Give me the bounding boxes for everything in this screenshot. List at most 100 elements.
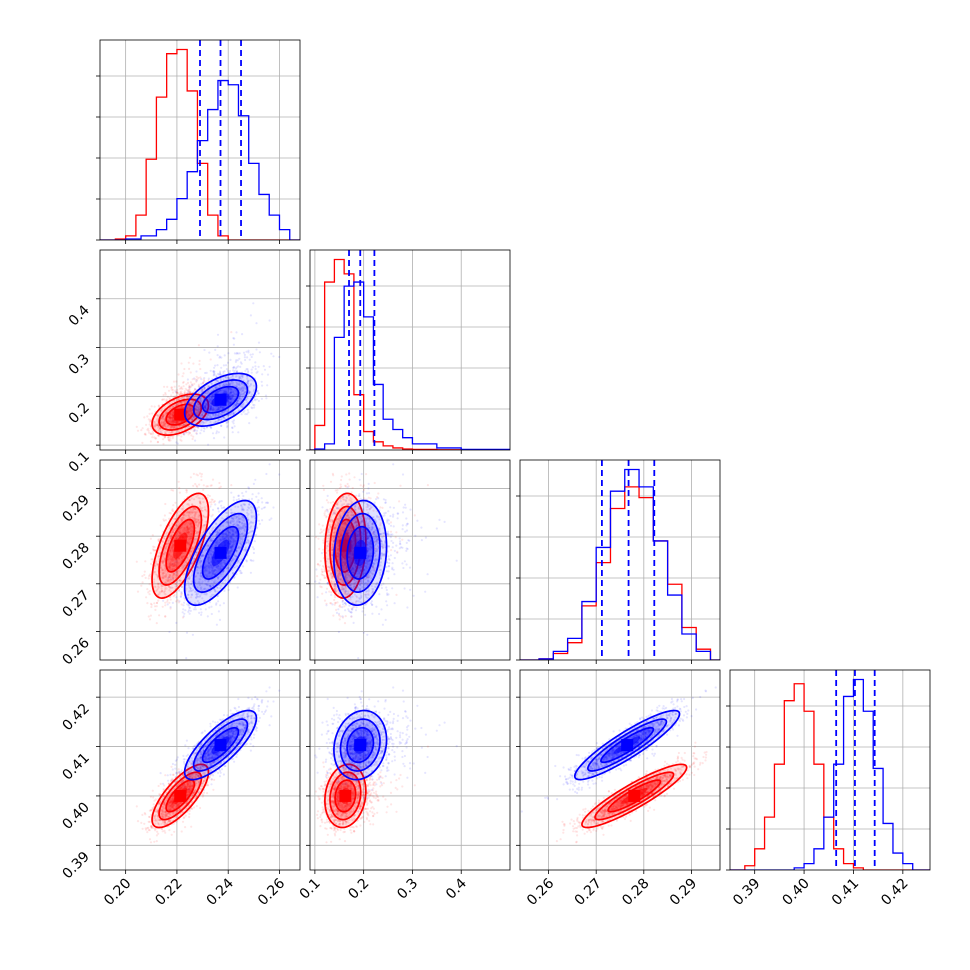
sample-point-1 [228, 371, 231, 374]
sample-point-0 [159, 427, 162, 430]
sample-point-0 [178, 387, 181, 390]
sample-point-0 [178, 425, 181, 428]
sample-point-1 [206, 416, 209, 419]
sample-point-0 [164, 430, 167, 433]
sample-point-0 [148, 420, 151, 423]
sample-point-0 [191, 383, 194, 386]
sample-point-0 [172, 430, 175, 434]
sample-point-1 [193, 429, 196, 433]
sample-point-0 [141, 441, 144, 444]
sample-point-1 [196, 411, 199, 415]
sample-point-1 [228, 369, 232, 373]
sample-point-0 [190, 522, 193, 525]
sample-point-1 [229, 358, 232, 361]
sample-point-1 [235, 380, 238, 383]
sample-point-0 [164, 431, 167, 435]
sample-point-1 [249, 379, 252, 382]
sample-point-1 [232, 394, 235, 397]
sample-point-1 [240, 377, 243, 380]
sample-point-1 [202, 421, 205, 424]
sample-point-1 [246, 379, 249, 382]
sample-point-0 [164, 424, 167, 428]
sample-point-1 [211, 408, 214, 411]
sample-point-1 [187, 407, 190, 410]
sample-point-0 [164, 615, 167, 618]
sample-point-1 [239, 405, 242, 408]
sample-point-1 [231, 382, 234, 386]
sample-point-1 [203, 387, 206, 390]
sample-point-1 [230, 398, 233, 401]
sample-point-1 [209, 408, 212, 412]
sample-point-0 [168, 431, 171, 434]
sample-point-0 [193, 415, 196, 418]
sample-point-0 [179, 429, 183, 432]
sample-point-0 [149, 602, 153, 605]
sample-point-0 [172, 412, 175, 415]
sample-point-0 [189, 413, 192, 416]
sample-point-1 [221, 405, 224, 408]
sample-point-0 [163, 423, 166, 426]
sample-point-1 [214, 420, 217, 423]
density-peak-1 [214, 393, 227, 406]
sample-point-1 [223, 406, 227, 409]
sample-point-0 [195, 375, 198, 378]
sample-point-0 [171, 416, 174, 419]
sample-point-0 [180, 424, 184, 427]
sample-point-1 [215, 603, 218, 606]
sample-point-1 [187, 408, 190, 411]
sample-point-1 [231, 396, 234, 399]
sample-point-1 [175, 596, 178, 599]
sample-point-1 [212, 394, 215, 398]
sample-point-0 [176, 403, 179, 406]
sample-point-0 [161, 590, 164, 593]
sample-point-1 [237, 387, 240, 390]
sample-point-0 [164, 414, 167, 417]
sample-point-0 [186, 396, 189, 399]
sample-point-0 [191, 561, 194, 565]
sample-point-0 [185, 491, 188, 494]
sample-point-0 [143, 573, 146, 577]
sample-point-1 [231, 413, 234, 416]
sample-point-0 [178, 487, 181, 490]
sample-point-0 [193, 390, 196, 393]
sample-point-0 [169, 419, 172, 422]
sample-point-0 [163, 421, 166, 424]
sample-point-0 [193, 517, 196, 520]
sample-point-1 [200, 415, 203, 418]
sample-point-1 [256, 370, 259, 373]
sample-point-1 [248, 358, 251, 361]
sample-point-1 [215, 408, 218, 412]
sample-point-0 [170, 394, 173, 397]
sample-point-1 [226, 424, 229, 427]
sample-point-1 [246, 380, 249, 383]
sample-point-1 [221, 413, 224, 416]
histogram-panel-0 [100, 40, 300, 240]
sample-point-1 [174, 390, 177, 393]
sample-point-0 [187, 395, 191, 399]
sample-point-0 [169, 562, 172, 565]
sample-point-0 [163, 398, 166, 401]
sample-point-1 [221, 405, 224, 409]
sample-point-1 [224, 382, 227, 385]
sample-point-1 [237, 397, 240, 400]
sample-point-0 [185, 525, 189, 528]
sample-point-0 [158, 427, 161, 430]
sample-point-1 [217, 418, 220, 421]
sample-point-1 [255, 416, 258, 419]
sample-point-1 [212, 370, 215, 373]
sample-point-1 [188, 612, 191, 615]
histogram-series-0 [100, 48, 300, 240]
sample-point-1 [207, 377, 210, 380]
sample-point-0 [195, 408, 198, 411]
sample-point-1 [181, 611, 184, 614]
sample-point-1 [231, 420, 234, 423]
sample-point-0 [143, 433, 146, 436]
sample-point-1 [214, 381, 217, 384]
sample-point-1 [214, 415, 217, 418]
sample-point-1 [225, 422, 228, 425]
sample-point-0 [159, 420, 162, 423]
sample-point-1 [243, 385, 247, 388]
sample-point-1 [195, 407, 198, 410]
sample-point-0 [173, 420, 176, 423]
sample-point-0 [183, 423, 186, 426]
